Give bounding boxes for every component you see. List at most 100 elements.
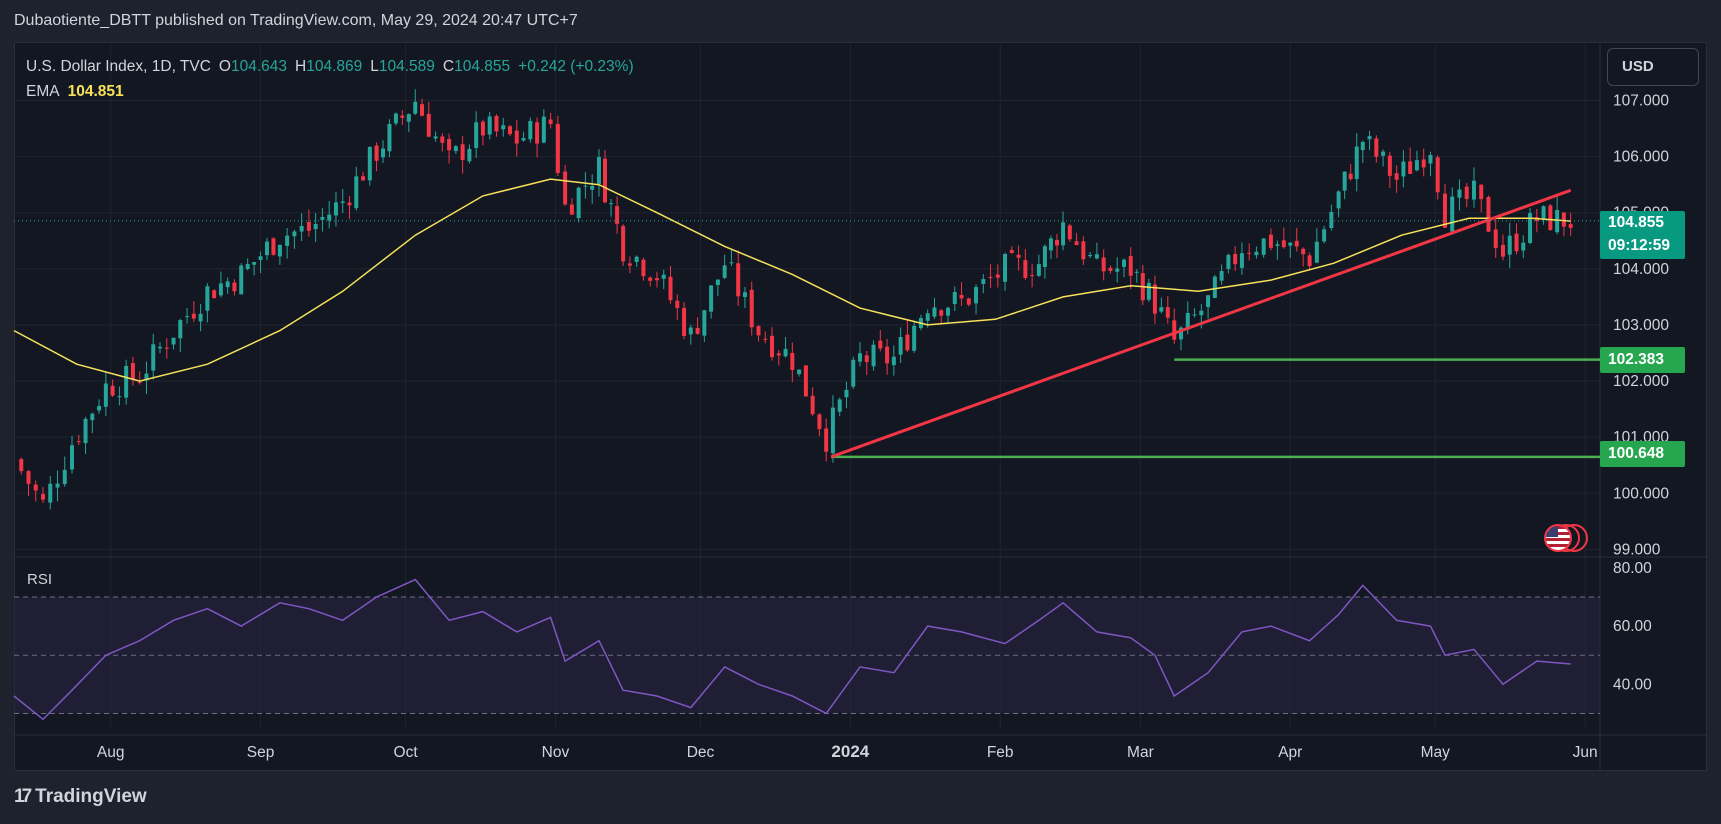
candle-body — [347, 202, 352, 206]
candle-body — [621, 225, 626, 262]
candle-body — [327, 214, 332, 221]
candle-body — [185, 316, 190, 318]
candle-body — [1450, 196, 1455, 232]
candle-body — [1342, 171, 1347, 191]
candle-body — [569, 204, 574, 215]
currency-button[interactable]: USD — [1607, 48, 1699, 86]
candle-body — [501, 125, 506, 130]
candle-body — [1336, 191, 1341, 209]
candle-body — [299, 225, 304, 232]
candle-body — [271, 238, 276, 255]
candle-body — [1401, 161, 1406, 177]
candle-body — [1233, 253, 1238, 265]
price-axis-label: 99.000 — [1613, 541, 1661, 558]
ema-label[interactable]: EMA — [26, 83, 60, 100]
candle-body — [1042, 246, 1047, 267]
candle-body — [367, 146, 372, 181]
candle-body — [1486, 196, 1491, 232]
candle-body — [790, 352, 795, 370]
candle-body — [205, 286, 210, 311]
candle-body — [1471, 180, 1476, 200]
candle-body — [1435, 157, 1440, 193]
open-value: 104.643 — [230, 58, 288, 75]
candle-body — [1275, 244, 1280, 246]
candle-body — [1121, 259, 1126, 267]
candle-body — [583, 185, 588, 187]
candle-body — [715, 279, 720, 286]
rsi-title[interactable]: RSI — [27, 571, 53, 588]
candle-body — [1239, 253, 1244, 268]
candle-body — [891, 356, 896, 366]
candle-body — [277, 244, 282, 257]
candle-body — [1254, 251, 1259, 256]
candle-body — [1219, 271, 1224, 281]
time-axis-label: 2024 — [831, 742, 869, 761]
candle-body — [178, 320, 183, 339]
candle-body — [1457, 189, 1462, 198]
candle-body — [736, 263, 741, 297]
high-value: 104.869 — [306, 58, 363, 75]
candle-body — [1172, 320, 1177, 340]
candle-body — [433, 136, 438, 139]
ema-value: 104.851 — [67, 83, 124, 100]
candle-body — [1206, 295, 1211, 308]
time-axis-label: Dec — [687, 744, 715, 761]
candle-body — [83, 418, 88, 444]
candle-body — [1009, 249, 1014, 253]
symbol-label[interactable]: U.S. Dollar Index, 1D, TVC — [26, 58, 211, 75]
candle-body — [413, 101, 418, 114]
candle-body — [1115, 268, 1120, 272]
candle-body — [548, 119, 553, 125]
candle-body — [393, 113, 398, 124]
candle-body — [770, 335, 775, 358]
candle-body — [932, 307, 937, 317]
candle-body — [1329, 212, 1334, 229]
us-flag-icon[interactable] — [1544, 524, 1572, 552]
candle-body — [661, 274, 666, 279]
candle-body — [1152, 284, 1157, 314]
candle-body — [603, 158, 607, 203]
candle-body — [1268, 234, 1273, 248]
candle-body — [749, 289, 754, 328]
time-axis-label: Sep — [247, 744, 275, 761]
candles — [19, 89, 1573, 510]
rsi-axis-label: 40.00 — [1613, 676, 1652, 693]
candle-body — [596, 157, 601, 184]
candle-body — [440, 136, 445, 143]
candle-body — [285, 235, 290, 246]
candle-body — [1348, 173, 1353, 180]
low-value: 104.589 — [378, 58, 435, 75]
candle-body — [164, 347, 169, 349]
candle-body — [541, 116, 546, 143]
time-axis-label: Aug — [97, 744, 125, 761]
tradingview-logo-icon: 17 — [14, 786, 32, 807]
chart-legend: U.S. Dollar Index, 1D, TVC O104.643 H104.8… — [26, 54, 634, 104]
time-axis-label: Apr — [1278, 744, 1302, 761]
candle-body — [1061, 222, 1066, 246]
candle-body — [1074, 241, 1079, 246]
candle-body — [426, 113, 431, 137]
candle-body — [1146, 282, 1151, 300]
candle-body — [576, 187, 581, 219]
candle-body — [925, 313, 930, 321]
candle-body — [313, 224, 318, 230]
candle-body — [26, 471, 31, 484]
candle-body — [76, 441, 81, 443]
candle-body — [97, 405, 102, 411]
candle-body — [952, 291, 957, 304]
candle-body — [1548, 205, 1553, 230]
candle-body — [1030, 275, 1035, 277]
candle-body — [871, 344, 876, 367]
candle-body — [400, 115, 405, 118]
candle-body — [974, 287, 979, 304]
candle-body — [252, 262, 257, 265]
candle-body — [453, 146, 458, 152]
ema-row: EMA 104.851 — [26, 79, 634, 104]
candle-body — [1500, 244, 1505, 257]
candle-body — [1555, 209, 1560, 233]
candle-body — [912, 325, 917, 351]
close-value: 104.855 — [454, 58, 511, 75]
candle-body — [742, 292, 747, 298]
tradingview-logo[interactable]: 17 TradingView — [14, 786, 147, 808]
